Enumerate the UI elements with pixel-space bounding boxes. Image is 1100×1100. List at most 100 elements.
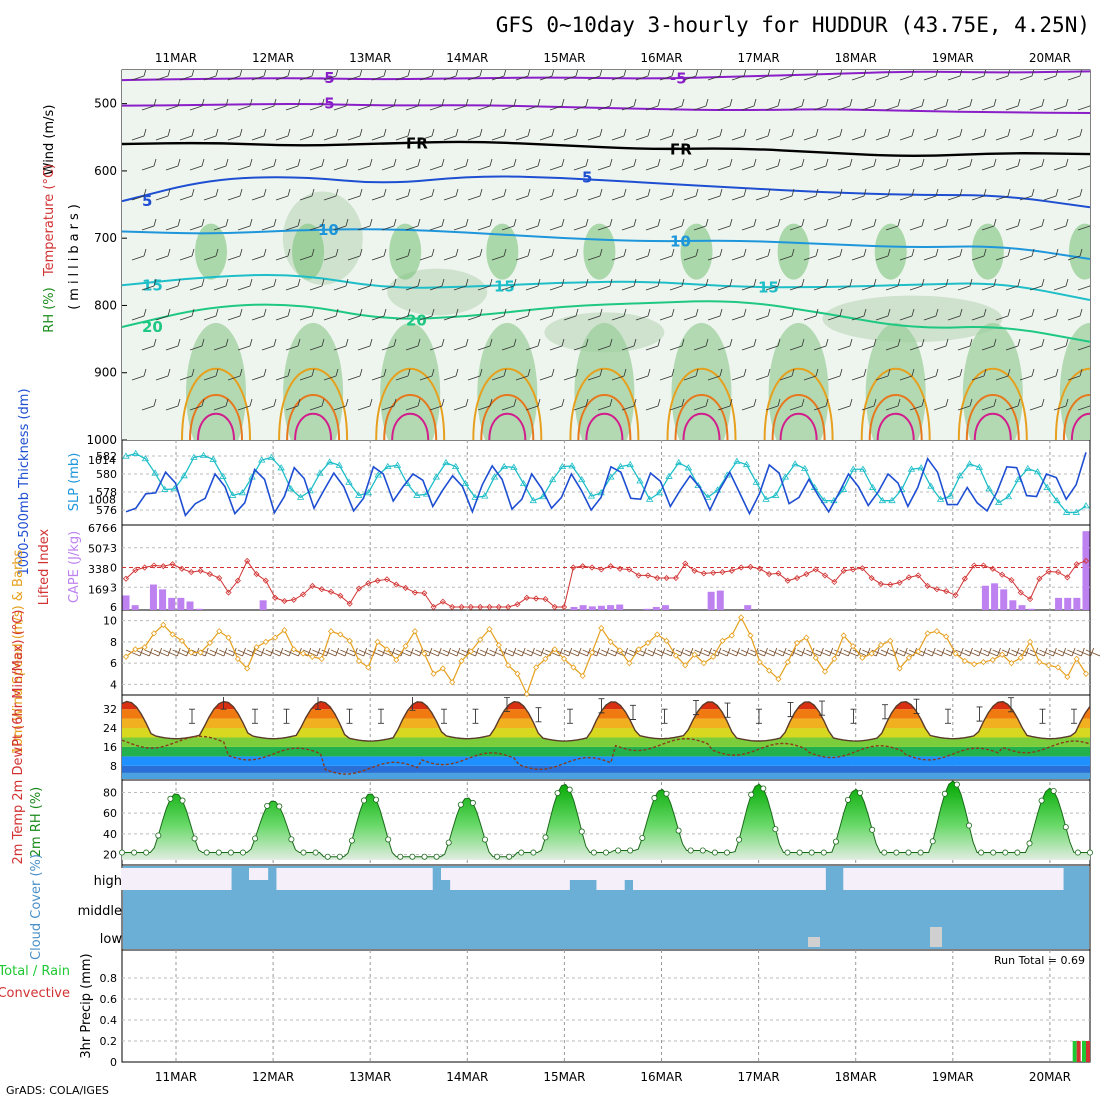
- li-point-89: [952, 592, 959, 599]
- cloud-high-gap-66: [724, 868, 735, 890]
- ua-barb-45: [261, 98, 277, 111]
- ua-barb-413: [443, 368, 459, 381]
- ua-barb-236: [1005, 218, 1021, 231]
- ua-barb-463: [693, 398, 709, 411]
- cloud-high-gap-33: [422, 868, 433, 890]
- wind-barb-34: [442, 647, 461, 657]
- contour-6: [122, 300, 1090, 343]
- wind-barb-22: [330, 647, 349, 657]
- li-point-67: [747, 563, 754, 570]
- li-point-90: [961, 575, 968, 582]
- ua-barb-217: [549, 218, 565, 231]
- cloud-high-gap-25: [349, 868, 360, 890]
- slp-point-4: [161, 485, 169, 492]
- upper-air-axis: 500 600 700 800 900 1000: [86, 97, 127, 447]
- ua-barb-118: [1043, 128, 1059, 141]
- ua-barb-37: [1019, 70, 1035, 81]
- rh-point-9: [155, 832, 162, 839]
- cloud-high-gap-82: [870, 868, 881, 890]
- cloud-high-gap-53: [605, 868, 616, 890]
- ua-barb-194: [947, 188, 963, 201]
- ua-barb-395: [981, 338, 997, 351]
- contour-label-3-1: 5: [582, 169, 592, 187]
- cape-bar-52: [597, 605, 605, 610]
- ua-barb-324: [227, 308, 243, 321]
- ua-barb-117: [1019, 128, 1035, 141]
- cape-bar-1: [131, 605, 139, 610]
- ua-barb-300: [621, 278, 637, 291]
- bottom-date-4: 15MAR: [543, 1070, 585, 1084]
- ua-barb-22: [659, 70, 675, 81]
- wind-barb-77: [843, 647, 862, 657]
- li-point-96: [1017, 589, 1024, 596]
- ua-barb-394: [957, 338, 973, 351]
- rh-point-42: [288, 836, 295, 843]
- li-point-73: [803, 571, 810, 578]
- wind-ytick-1: 6: [110, 657, 117, 670]
- top-date-7: 18MAR: [835, 51, 877, 65]
- temp-band-2: [122, 756, 1090, 766]
- wind-point-82: [887, 637, 894, 644]
- wind-barb-65: [731, 647, 750, 657]
- wind-point-99: [1045, 662, 1052, 669]
- ua-barb-54: [477, 98, 493, 111]
- ua-barb-52: [429, 98, 445, 111]
- slp-line: [125, 452, 1087, 514]
- wind-point-83: [896, 665, 903, 672]
- ua-barb-472: [909, 398, 925, 411]
- li-point-0: [122, 575, 130, 582]
- wind-point-15: [262, 638, 269, 645]
- ua-barb-193: [923, 188, 939, 201]
- li-point-78: [849, 566, 857, 573]
- cape-bar-5: [168, 597, 176, 610]
- diurnal-5-0: [666, 367, 737, 440]
- ua-barb-347: [779, 308, 795, 321]
- wind-point-56: [644, 639, 652, 647]
- wind-point-37: [467, 648, 474, 655]
- ua-barb-251: [395, 248, 411, 261]
- slp-point-34: [451, 462, 460, 470]
- ua-barb-197: [1019, 188, 1035, 201]
- wind-point-42: [514, 670, 521, 677]
- ua-barb-133: [453, 158, 469, 171]
- precip-ytick-3: 0.6: [100, 993, 118, 1006]
- ua-barb-152: [909, 158, 925, 171]
- bottom-date-2: 13MAR: [349, 1070, 391, 1084]
- thick-ytick-0: 576: [96, 504, 117, 517]
- wind-point-18: [290, 646, 297, 653]
- cloud-high-gap-58: [651, 868, 662, 890]
- slp-point-98: [1072, 508, 1081, 515]
- ua-barb-404: [227, 368, 243, 381]
- slp-point-32: [432, 473, 441, 480]
- wind-barb-91: [973, 647, 992, 657]
- wind-point-77: [840, 632, 847, 639]
- ua-barb-3: [203, 70, 219, 81]
- ua-barb-174: [467, 188, 483, 201]
- ua-barb-440: [141, 398, 157, 411]
- ua-barb-267: [779, 248, 795, 261]
- ua-barb-316: [1005, 278, 1021, 291]
- cloud-high-gap-57: [642, 868, 653, 890]
- ua-barb-15: [491, 70, 507, 81]
- ua-barb-176: [515, 188, 531, 201]
- rh-point-144: [699, 847, 706, 854]
- ua-barb-311: [885, 278, 901, 291]
- cloud-high-gap-6: [175, 868, 186, 890]
- cloud-high-gap-96: [998, 868, 1009, 890]
- ua-barb-239: [1077, 224, 1090, 231]
- wind-barb-82: [890, 647, 908, 657]
- ua-barb-95: [491, 128, 507, 141]
- cloud-high-gap-39: [477, 868, 488, 890]
- cloud-high-gap-24: [340, 868, 351, 890]
- ua-barb-322: [179, 308, 195, 321]
- ua-barb-449: [357, 398, 373, 411]
- rh-point-141: [687, 847, 694, 854]
- ua-barb-432: [899, 368, 915, 381]
- ua-barb-342: [659, 308, 675, 321]
- temp-ytick-1: 16: [103, 741, 117, 754]
- wind-barb-41: [507, 647, 526, 657]
- ua-barb-275: [971, 248, 987, 261]
- rh-blob-7: [387, 268, 488, 316]
- cape-bar-97: [1009, 600, 1017, 610]
- wind-barb-97: [1029, 647, 1048, 657]
